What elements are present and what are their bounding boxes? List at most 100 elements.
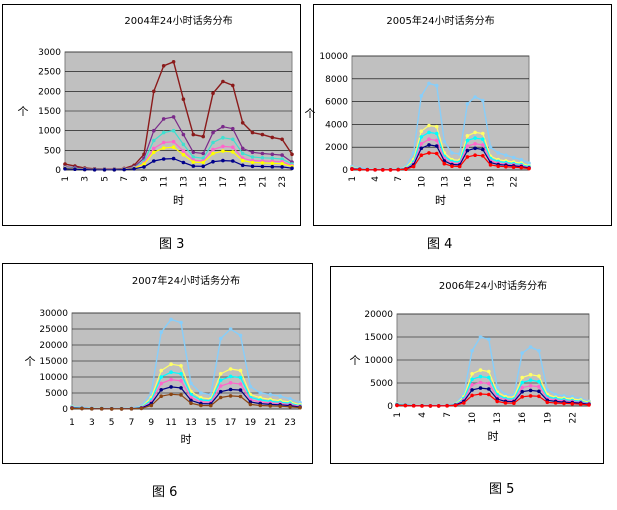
data-point	[221, 158, 225, 163]
data-point	[270, 135, 275, 140]
data-point	[519, 157, 524, 162]
data-point	[161, 130, 166, 135]
x-tick-label: 21	[258, 176, 268, 187]
data-point	[453, 403, 458, 408]
data-point	[228, 387, 233, 392]
data-point	[290, 152, 294, 157]
data-point	[434, 144, 439, 148]
x-tick-label: 15	[205, 418, 216, 428]
data-point	[80, 406, 84, 411]
data-point	[388, 168, 393, 172]
data-point	[520, 395, 524, 399]
data-point	[221, 144, 225, 149]
data-point	[191, 132, 196, 137]
x-tick-label: 1	[61, 176, 71, 182]
data-point	[520, 375, 524, 380]
data-point	[527, 161, 531, 165]
data-point	[420, 404, 424, 408]
data-point	[152, 138, 156, 143]
data-point	[511, 165, 516, 169]
data-point	[562, 401, 566, 406]
data-point	[228, 367, 233, 371]
data-point	[419, 135, 424, 139]
data-point	[218, 372, 223, 376]
data-point	[520, 380, 524, 385]
data-point	[260, 164, 265, 169]
data-point	[511, 155, 516, 160]
x-tick-label: 21	[265, 418, 276, 428]
data-point	[159, 330, 163, 335]
x-tick-label: 1	[69, 418, 75, 428]
data-point	[537, 384, 541, 389]
x-tick-label: 13	[185, 418, 196, 428]
x-tick-label: 7	[443, 412, 453, 418]
data-point	[473, 136, 477, 140]
data-point	[238, 368, 243, 373]
data-point	[488, 163, 493, 167]
data-point	[470, 388, 474, 392]
data-point	[357, 167, 362, 172]
data-point	[442, 139, 447, 144]
data-point	[221, 135, 225, 140]
data-point	[102, 168, 107, 172]
y-tick-label: 5000	[45, 389, 68, 399]
data-point	[462, 401, 466, 405]
data-point	[350, 167, 354, 171]
data-point	[537, 394, 541, 399]
data-point	[260, 151, 265, 156]
data-point	[470, 349, 474, 353]
data-point	[228, 394, 233, 398]
data-point	[280, 137, 284, 142]
y-tick-label: 15000	[39, 357, 68, 367]
x-tick-label: 5	[109, 418, 115, 428]
data-point	[189, 381, 193, 386]
data-point	[90, 407, 94, 411]
data-point	[503, 401, 508, 405]
data-point	[473, 130, 477, 135]
data-point	[481, 154, 485, 158]
data-point	[179, 372, 183, 376]
y-tick-label: 20000	[39, 341, 68, 351]
data-point	[465, 148, 470, 153]
x-tick-label: 1	[348, 176, 358, 182]
x-tick-label: 7	[129, 418, 135, 428]
data-point	[152, 89, 156, 94]
data-point	[181, 132, 186, 137]
data-point	[181, 142, 186, 147]
data-point	[119, 407, 124, 411]
data-point	[199, 403, 203, 408]
data-point	[419, 129, 424, 133]
x-tick-label: 17	[225, 418, 236, 428]
data-point	[404, 167, 408, 171]
y-tick-label: 1000	[38, 127, 61, 137]
x-axis-label: 时	[435, 194, 446, 207]
data-point	[221, 79, 225, 84]
data-point	[152, 146, 156, 151]
data-point	[545, 400, 550, 405]
data-point	[171, 128, 176, 133]
data-point	[528, 372, 533, 377]
x-axis-label: 时	[181, 433, 192, 446]
data-point	[250, 130, 255, 135]
x-tick-label: 7	[120, 176, 130, 182]
data-point	[537, 374, 541, 378]
x-tick-label: 19	[487, 176, 497, 188]
data-point	[260, 132, 265, 137]
data-point	[473, 146, 477, 151]
x-tick-label: 13	[440, 176, 450, 187]
data-point	[260, 156, 265, 160]
x-tick-label: 3	[89, 418, 95, 428]
x-axis-label: 时	[488, 430, 499, 443]
data-point	[288, 405, 292, 409]
data-point	[169, 317, 173, 322]
data-point	[519, 165, 524, 170]
data-point	[481, 98, 485, 103]
x-tick-label: 16	[518, 412, 528, 424]
data-point	[427, 143, 431, 147]
data-point	[487, 369, 491, 374]
data-point	[231, 137, 235, 142]
data-point	[171, 145, 176, 149]
data-point	[445, 404, 449, 408]
chart-title: 2004年24小时话务分布	[124, 14, 232, 27]
